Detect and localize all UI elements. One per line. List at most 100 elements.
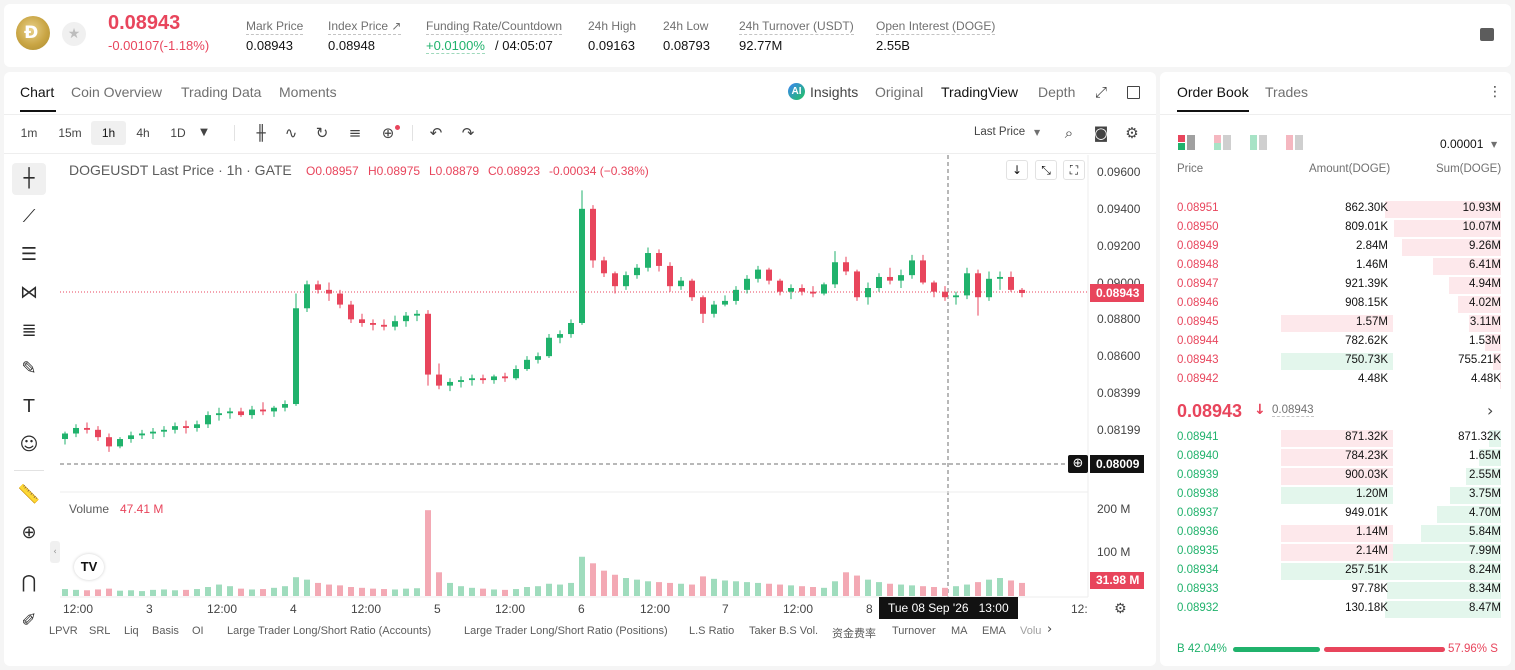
funding-rate-label[interactable]: Funding Rate/Countdown — [426, 19, 563, 35]
tab-trading-data[interactable]: Trading Data — [181, 84, 262, 100]
mark-price-label[interactable]: Mark Price — [246, 19, 304, 35]
chevron-down-icon[interactable]: ▼ — [1491, 140, 1498, 149]
indicator-oi[interactable]: OI — [192, 625, 204, 637]
open-interest-label[interactable]: Open Interest (DOGE) — [876, 19, 996, 35]
notebook-icon[interactable] — [1480, 28, 1494, 41]
indicators-icon[interactable]: ∿ — [284, 124, 298, 142]
zoom-in-icon[interactable]: ⊕ — [21, 522, 37, 543]
indicator-liq[interactable]: Liq — [124, 625, 139, 637]
tab-coin-overview[interactable]: Coin Overview — [71, 84, 163, 100]
funding-rate-value[interactable]: +0.0100% — [426, 38, 485, 54]
bid-row[interactable]: 0.08937 949.01K 4.70M — [1160, 505, 1511, 524]
bid-row[interactable]: 0.08933 97.78K 8.34M — [1160, 581, 1511, 600]
bid-row[interactable]: 0.08935 2.14M 7.99M — [1160, 543, 1511, 562]
ask-row[interactable]: 0.08950 809.01K 10.07M — [1160, 219, 1511, 238]
emoji-icon[interactable]: ☺ — [19, 434, 39, 455]
view-tradingview[interactable]: TradingView — [941, 84, 1019, 100]
fullscreen-icon[interactable]: ⤢ — [1094, 83, 1107, 101]
trendline-icon[interactable]: ⟋ — [22, 206, 36, 227]
indicator-lt-ls-accounts[interactable]: Large Trader Long/Short Ratio (Accounts) — [227, 625, 432, 637]
ruler-icon[interactable]: 📏 — [17, 484, 41, 505]
chevron-right-icon[interactable]: › — [1047, 622, 1053, 637]
pattern-icon[interactable]: ⋈ — [20, 282, 38, 303]
indicator-turnover[interactable]: Turnover — [892, 625, 936, 637]
tab-order-book[interactable]: Order Book — [1177, 84, 1249, 100]
brush-icon[interactable]: ✎ — [21, 358, 37, 379]
ask-row[interactable]: 0.08946 908.15K 4.02M — [1160, 295, 1511, 314]
ask-row[interactable]: 0.08949 2.84M 9.26M — [1160, 238, 1511, 257]
bid-row[interactable]: 0.08939 900.03K 2.55M — [1160, 467, 1511, 486]
shrink-icon[interactable]: ⤡ — [1035, 160, 1057, 180]
timeframe-1h[interactable]: 1h — [91, 121, 126, 145]
tab-moments[interactable]: Moments — [279, 84, 337, 100]
view-bids-icon[interactable] — [1250, 135, 1267, 150]
bid-row[interactable]: 0.08934 257.51K 8.24M — [1160, 562, 1511, 581]
precision-select[interactable]: 0.00001 — [1440, 137, 1484, 151]
bid-row[interactable]: 0.08936 1.14M 5.84M — [1160, 524, 1511, 543]
ask-row[interactable]: 0.08951 862.30K 10.93M — [1160, 200, 1511, 219]
magnet-icon[interactable]: ⋂ — [21, 572, 37, 593]
pencil-lock-icon[interactable]: ✐ — [21, 610, 37, 631]
timeframe-15m[interactable]: 15m — [58, 126, 82, 140]
more-options-icon[interactable]: ⋮ — [1488, 84, 1502, 100]
index-price-label[interactable]: Index Price ↗ — [328, 19, 402, 35]
gear-icon[interactable]: ⚙ — [1125, 124, 1139, 142]
favorite-star-icon[interactable]: ★ — [62, 22, 86, 46]
window-icon[interactable] — [1127, 86, 1140, 99]
ask-row[interactable]: 0.08944 782.62K 1.53M — [1160, 333, 1511, 352]
indicator-ma[interactable]: MA — [951, 625, 968, 637]
tab-chart[interactable]: Chart — [20, 84, 55, 100]
replay-icon[interactable]: ↻ — [315, 124, 329, 142]
indicator-funding-rate[interactable]: 资金费率 — [832, 627, 876, 640]
timeframe-1m[interactable]: 1m — [20, 126, 38, 140]
arrow-down-icon[interactable]: ↓ — [1006, 160, 1028, 180]
timeframe-4h[interactable]: 4h — [136, 126, 150, 140]
indicator-ema[interactable]: EMA — [982, 625, 1006, 637]
fib-icon[interactable]: ≣ — [21, 320, 37, 341]
timeframe-1d[interactable]: 1D — [170, 126, 186, 140]
horizontal-lines-icon[interactable]: ☰ — [20, 244, 38, 265]
price-type-select[interactable]: Last Price — [974, 126, 1026, 138]
search-icon[interactable]: ⌕ — [1064, 124, 1074, 142]
template-icon[interactable]: ≡ — [348, 124, 362, 142]
view-original[interactable]: Original — [875, 84, 924, 100]
indicator-volume[interactable]: Volu — [1020, 625, 1042, 637]
ask-row[interactable]: 0.08942 4.48K 4.48K — [1160, 371, 1511, 390]
view-asks-icon[interactable] — [1286, 135, 1303, 150]
indicator-basis[interactable]: Basis — [152, 625, 179, 637]
ask-row[interactable]: 0.08943 750.73K 755.21K — [1160, 352, 1511, 371]
ask-row[interactable]: 0.08948 1.46M 6.41M — [1160, 257, 1511, 276]
restore-icon[interactable]: ⛶ — [1063, 160, 1085, 180]
view-layout2-icon[interactable] — [1214, 135, 1231, 150]
redo-icon[interactable]: ↷ — [461, 124, 475, 142]
ask-row[interactable]: 0.08945 1.57M 3.11M — [1160, 314, 1511, 333]
bid-row[interactable]: 0.08932 130.18K 8.47M — [1160, 600, 1511, 619]
add-indicator-icon[interactable]: ⊕ — [381, 124, 395, 142]
chevron-down-icon[interactable]: ▼ — [200, 127, 208, 138]
text-icon[interactable]: T — [23, 396, 35, 417]
indicator-taker-bs-vol[interactable]: Taker B.S Vol. — [749, 625, 819, 637]
bid-row[interactable]: 0.08941 871.32K 871.32K — [1160, 429, 1511, 448]
undo-icon[interactable]: ↶ — [429, 124, 443, 142]
indicator-lpvr[interactable]: LPVR — [49, 625, 78, 637]
add-alert-icon[interactable]: ⊕ — [1068, 455, 1088, 473]
view-insights[interactable]: Insights — [810, 84, 859, 100]
ask-row[interactable]: 0.08947 921.39K 4.94M — [1160, 276, 1511, 295]
camera-icon[interactable]: ◙ — [1093, 124, 1109, 142]
collapse-sidebar-icon[interactable]: ‹ — [50, 541, 60, 563]
price-chart[interactable] — [0, 0, 1160, 670]
view-depth[interactable]: Depth — [1038, 84, 1076, 100]
indicator-srl[interactable]: SRL — [89, 625, 111, 637]
view-both-icon[interactable] — [1178, 135, 1195, 150]
settings-gear-icon[interactable]: ⚙ — [1114, 601, 1127, 617]
bid-row[interactable]: 0.08938 1.20M 3.75M — [1160, 486, 1511, 505]
tab-trades[interactable]: Trades — [1265, 84, 1309, 100]
candle-type-icon[interactable]: ╫ — [256, 124, 266, 142]
bid-row[interactable]: 0.08940 784.23K 1.65M — [1160, 448, 1511, 467]
chevron-down-icon[interactable]: ▼ — [1034, 128, 1041, 137]
mark-price-small[interactable]: 0.08943 — [1272, 404, 1314, 417]
chevron-right-icon[interactable]: › — [1487, 401, 1494, 420]
crosshair-icon[interactable]: ┼ — [12, 163, 46, 195]
indicator-ls-ratio[interactable]: L.S Ratio — [689, 625, 735, 637]
indicator-lt-ls-positions[interactable]: Large Trader Long/Short Ratio (Positions… — [464, 625, 668, 637]
